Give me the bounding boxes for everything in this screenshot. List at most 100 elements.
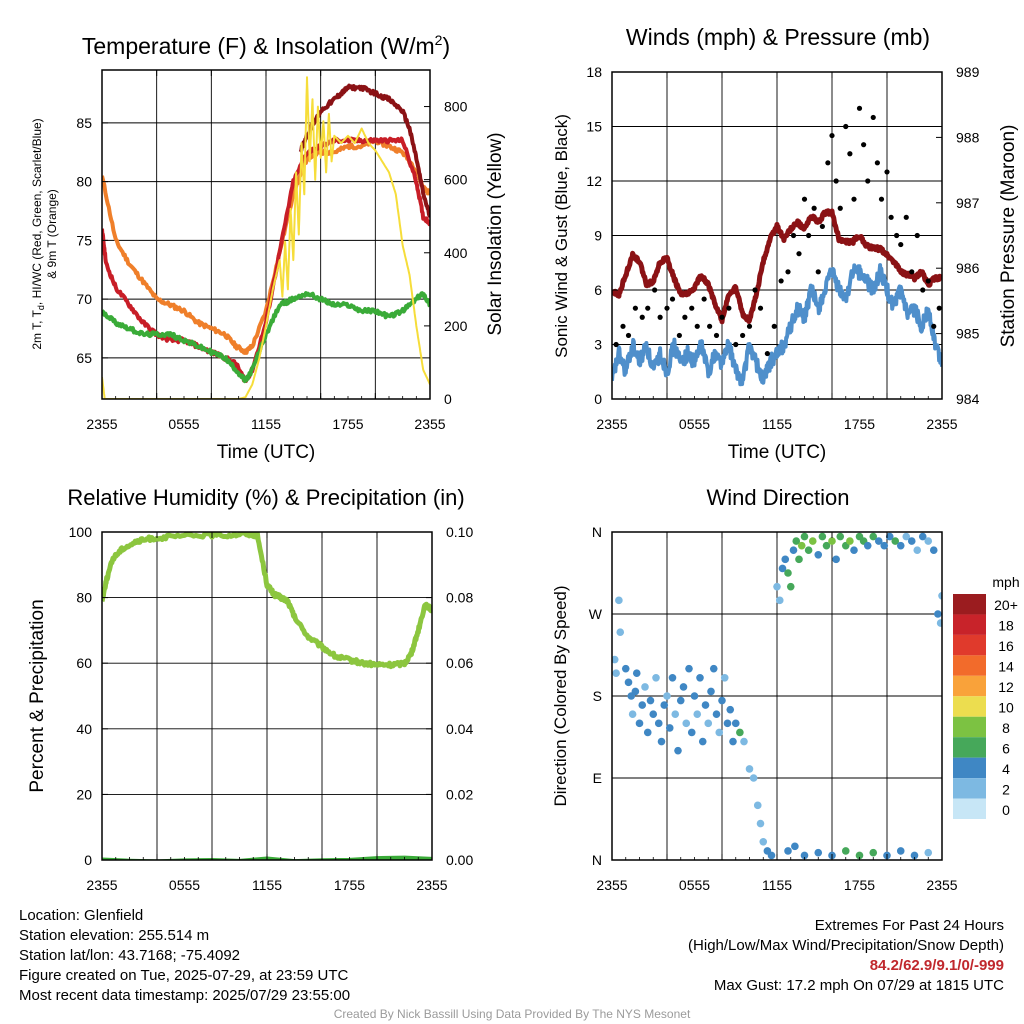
direction-point [612, 669, 620, 678]
winds-panel: Winds (mph) & Pressure (mb) 0 3 6 9 12 15 18 9… [552, 24, 1019, 463]
direction-point [800, 851, 809, 860]
gust-point [652, 287, 658, 293]
gust-point [796, 251, 802, 257]
y-right-tick-label: 400 [444, 245, 468, 261]
direction-point [913, 546, 922, 555]
gust-point [898, 241, 904, 248]
y-tick-label: 9 [594, 228, 602, 244]
x-tick-label: 2355 [926, 877, 957, 893]
y-right-tick-label: 989 [956, 64, 980, 80]
gust-point [861, 142, 867, 148]
direction-point [715, 728, 724, 737]
wind-direction-chart-title: Wind Direction [706, 485, 849, 510]
direction-point [814, 848, 823, 857]
legend-swatch [953, 696, 986, 717]
gust-point [884, 169, 890, 175]
direction-point [907, 537, 916, 545]
legend-swatch [953, 614, 986, 635]
winds-y-axis-label: Sonic Wind & Gust (Blue, Black) [552, 114, 571, 358]
direction-point [663, 692, 671, 700]
y-tick-label: 70 [76, 291, 92, 307]
direction-point [693, 710, 702, 719]
speed-legend-title: mph [992, 574, 1019, 590]
wind-direction-y-axis-label: Direction (Colored By Speed) [551, 585, 570, 806]
direction-point [712, 710, 721, 719]
series-line-winds-0 [612, 263, 942, 387]
direction-point [781, 555, 790, 564]
temperature-chart-title: Temperature (F) & Insolation (W/m2) [82, 32, 450, 59]
x-tick-label: 2355 [416, 877, 447, 893]
gust-point [689, 305, 695, 311]
direction-point [869, 532, 878, 541]
x-tick-label: 1155 [251, 416, 281, 432]
direction-point [828, 537, 836, 545]
x-tick-label: 2355 [926, 416, 957, 432]
temperature-right-axis: 0 200 400 600 800 [424, 99, 468, 407]
legend-label: 14 [998, 659, 1014, 675]
station-location: Location: Glenfield [19, 907, 144, 924]
gust-point [694, 323, 700, 329]
direction-point [934, 610, 942, 618]
gust-point [664, 305, 670, 311]
legend-swatch [953, 655, 986, 676]
y-right-tick-label: 0.08 [446, 590, 473, 606]
gust-point [903, 214, 909, 220]
winds-left-axis: 0 3 6 9 12 15 18 [586, 64, 618, 407]
series-line-temp-0 [102, 138, 430, 355]
y-right-tick-label: 600 [444, 172, 468, 188]
x-tick-label: 2355 [596, 416, 627, 432]
direction-point [709, 664, 718, 673]
gust-point [713, 332, 720, 339]
y-right-tick-label: 200 [444, 318, 468, 334]
extremes-heading: Extremes For Past 24 Hours [814, 917, 1004, 934]
gust-point [676, 332, 682, 339]
x-tick-label: 1755 [332, 416, 363, 432]
wind-direction-plot [612, 532, 942, 860]
legend-swatch [953, 778, 986, 799]
humidity-chart-title: Relative Humidity (%) & Precipitation (i… [67, 485, 464, 510]
direction-point [784, 569, 792, 577]
direction-point [832, 555, 840, 564]
direction-point [674, 746, 682, 755]
gust-point [909, 269, 915, 275]
y-right-tick-label: 0.06 [446, 655, 473, 671]
y-right-tick-label: 0.00 [446, 852, 473, 868]
station-latlon: Station lat/lon: 43.7168; -75.4092 [19, 947, 241, 964]
x-tick-label: 2355 [596, 877, 627, 893]
y-tick-label: 20 [76, 786, 92, 802]
direction-point [676, 696, 685, 705]
gust-point [740, 332, 746, 339]
temperature-plot [102, 76, 430, 399]
gust-point [669, 296, 676, 302]
direction-point [641, 683, 649, 691]
plot-marks [102, 76, 430, 399]
direction-point [707, 687, 715, 696]
gust-point [833, 178, 839, 184]
y-right-tick-label: 0.02 [446, 786, 473, 802]
station-elevation: Station elevation: 255.514 m [19, 927, 210, 944]
gust-point [837, 205, 843, 211]
gust-point [645, 305, 651, 311]
y-tick-label: 65 [76, 350, 92, 366]
gust-point [707, 323, 713, 329]
direction-point [850, 546, 858, 555]
gust-point [682, 314, 688, 320]
gust-point [865, 178, 871, 184]
legend-label: 2 [1002, 781, 1010, 797]
temperature-panel: Temperature (F) & Insolation (W/m2) 65 70… [30, 32, 506, 463]
gust-point [874, 160, 880, 166]
extremes-values: 84.2/62.9/9.1/0/-999 [869, 957, 1004, 974]
direction-point [720, 673, 729, 682]
winds-x-axis-label: Time (UTC) [728, 442, 827, 463]
x-tick-label: 2355 [414, 416, 445, 432]
insolation-y-axis-label: Solar Insolation (Yellow) [485, 132, 506, 335]
direction-point [652, 673, 660, 682]
gust-point [925, 278, 931, 284]
extremes-info: Extremes For Past 24 Hours (High/Low/Max… [688, 916, 1004, 996]
direction-point [631, 687, 640, 696]
direction-point [660, 701, 669, 709]
extremes-legend: (High/Low/Max Wind/Precipitation/Snow De… [688, 937, 1004, 954]
series-line-winds-1 [612, 208, 942, 325]
recent-data-timestamp: Most recent data timestamp: 2025/07/29 2… [19, 987, 351, 1004]
direction-point [726, 705, 735, 714]
